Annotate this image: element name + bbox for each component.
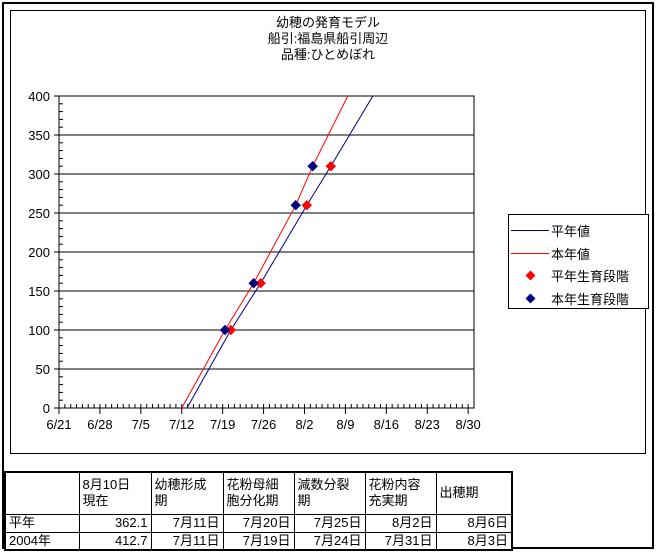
x-tick-label: 6/21 [46,417,71,432]
y-tick-label: 300 [28,167,50,182]
chart-legend: 平年値本年値平年生育段階 本年生育段階 [508,214,649,309]
x-tick-label: 8/16 [374,417,399,432]
table-header-row: 8月10日 現在 幼穂形成期花粉母細 胞分化期 減数分裂期花粉内容 充実期 出穂期 [4,471,513,515]
legend-label: 本年生育段階 [551,291,630,307]
table-cell: 7月25日 [293,513,366,533]
y-tick-label: 400 [28,89,50,104]
table-cell: 7月20日 [222,513,295,533]
table-cell: 412.7 [78,531,152,551]
legend-line-sample [509,230,551,231]
y-tick-label: 150 [28,284,50,299]
legend-entry-平年値: 平年値 [509,219,648,242]
chart-title-line1: 幼穂の発育モデル [275,15,380,30]
column-header-5: 花粉内容 充実期 [364,471,437,515]
header-line2: 胞分化期 [226,493,279,509]
table-cell: 362.1 [78,513,152,533]
legend-entry-本年値: 本年値 [509,242,648,265]
plot-svg: 0 50 100 150 200 250 300 350 400 6/21 6/28 7/5 7/12 7… [28,89,481,432]
header-line2: 現在 [82,493,109,509]
column-header-1: 8月10日 現在 [78,471,152,515]
chart-title-line3: 品種:ひとめぼれ [280,47,376,62]
header-line1: 出穂期 [439,485,479,501]
header-line1: 花粉内容 [368,477,421,493]
column-header-0 [4,471,80,515]
chart-title: 幼穂の発育モデル 船引:福島県船引周辺 品種:ひとめぼれ [11,15,645,63]
legend-diamond-icon [509,270,551,281]
y-tick-label: 200 [28,245,50,260]
marker-diamond-本年生育段階 [307,160,318,172]
chart-title-line2: 船引:福島県船引周辺 [267,31,389,46]
header-line1: 花粉母細 [226,477,279,493]
table-cell: 7月19日 [222,531,295,551]
table-row-平年: 平年 362.1 7月11日 7月20日 7月25日 8月2日 8月6日 [4,513,513,533]
x-tick-label: 8/23 [415,417,440,432]
x-tick-label: 8/9 [336,417,354,432]
table-cell: 7月31日 [364,531,437,551]
table-cell: 7月24日 [293,531,366,551]
diamond-swatch [525,293,535,303]
y-tick-label: 250 [28,206,50,221]
header-line2: 期 [297,493,311,509]
header-line1: 減数分裂 [297,477,350,493]
header-line1: 幼穂形成 [154,477,207,493]
table-cell: 8月2日 [364,513,437,533]
legend-entry-本年生育段階: 本年生育段階 [509,287,648,310]
legend-label: 平年値 [551,224,591,239]
legend-label: 平年生育段階 [551,269,630,284]
diamond-swatch [525,270,535,281]
legend-entry-平年生育段階: 平年生育段階 [509,264,648,287]
line-swatch [511,252,549,254]
table-row-2004年: 2004年 412.7 7月11日 7月19日 7月24日 7月31日 8月3日 [4,531,513,551]
row-label: 2004年 [4,531,80,551]
legend-diamond-icon [509,293,551,303]
y-tick-label: 100 [28,323,50,338]
marker-diamond-本年生育段階 [219,324,231,336]
x-tick-label: 8/30 [455,417,480,432]
table-cell: 8月3日 [435,531,513,551]
y-tick-label: 350 [28,128,50,143]
column-header-2: 幼穂形成期 [150,471,224,515]
x-tick-label: 7/19 [210,417,235,432]
marker-diamond-平年生育段階 [325,160,337,172]
marker-diamond-本年生育段階 [248,277,259,289]
chart-area: 幼穂の発育モデル 船引:福島県船引周辺 品種:ひとめぼれ 0 50 100 150 20… [10,10,649,454]
header-line2: 期 [154,493,168,509]
column-header-3: 花粉母細 胞分化期 [222,471,295,515]
y-tick-label: 0 [43,401,50,416]
legend-label: 本年値 [551,246,591,262]
y-tick-label: 50 [36,362,50,377]
legend-line-sample [509,252,551,254]
marker-diamond-平年生育段階 [255,277,266,289]
column-header-6: 出穂期 [435,471,513,515]
table-cell: 7月11日 [150,531,224,551]
x-tick-label: 7/12 [169,417,194,432]
line-swatch [511,230,549,231]
x-tick-label: 6/28 [87,417,112,432]
header-line1: 8月10日 [82,477,131,493]
table-cell: 7月11日 [150,513,224,533]
series-line-平年値 [186,95,374,409]
table-cell: 8月6日 [435,513,513,533]
marker-diamond-平年生育段階 [301,199,313,211]
marker-diamond-本年生育段階 [290,199,301,211]
summary-table: 8月10日 現在 幼穂形成期花粉母細 胞分化期 減数分裂期花粉内容 充実期 出穂期 平年 362… [4,471,513,551]
x-tick-label: 7/5 [132,417,150,432]
header-line2: 充実期 [368,493,408,509]
column-header-4: 減数分裂期 [293,471,366,515]
x-tick-label: 8/2 [295,417,313,432]
series-line-本年値 [181,95,349,409]
row-label: 平年 [4,513,80,533]
x-tick-label: 7/26 [251,417,276,432]
